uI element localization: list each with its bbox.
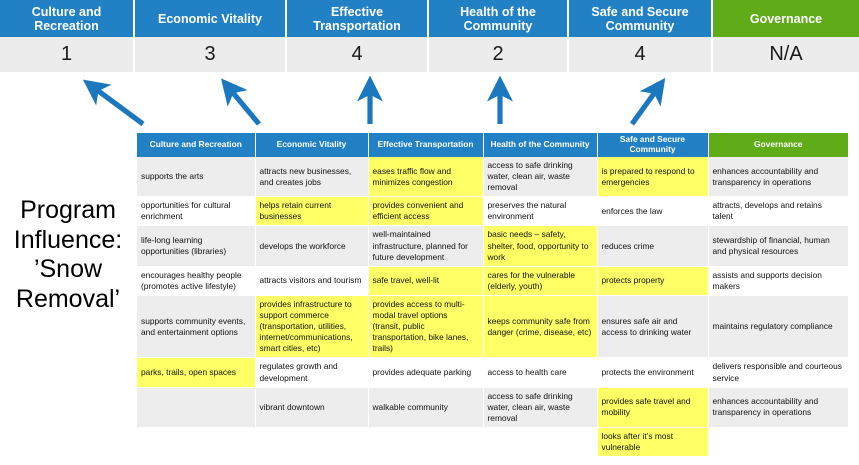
- matrix-cell: encourages healthy people (promotes acti…: [137, 266, 256, 296]
- scorecard-value-safe-and-secure-community: 4: [569, 37, 713, 72]
- matrix-cell: well-maintained infrastructure, planned …: [368, 225, 484, 267]
- table-row: life-long learning opportunities (librar…: [137, 225, 848, 267]
- scorecard-value-row: 1 3 4 2 4 N/A: [0, 37, 859, 72]
- scorecard-header-culture-and-recreation[interactable]: Culture and Recreation: [0, 0, 135, 37]
- matrix-cell: maintains regulatory compliance: [708, 295, 848, 359]
- matrix-cell: walkable community: [368, 387, 484, 428]
- matrix-cell: opportunities for cultural enrichment: [137, 196, 256, 227]
- matrix-cell: eases traffic flow and minimizes congest…: [368, 157, 484, 198]
- matrix-cell: vibrant downtown: [255, 387, 369, 428]
- arrow-up-left-1: [82, 79, 145, 127]
- matrix-cell: protects the environment: [597, 357, 709, 388]
- matrix-cell: [368, 427, 484, 458]
- matrix-cell: enhances accountability and transparency…: [708, 157, 848, 198]
- scorecard-value-governance: N/A: [713, 37, 859, 72]
- arrow-up-left-2: [221, 78, 261, 126]
- matrix-cell: enhances accountability and transparency…: [708, 387, 848, 428]
- matrix-header-governance[interactable]: Governance: [708, 133, 848, 157]
- matrix-cell: helps retain current businesses: [255, 196, 369, 227]
- matrix-body: supports the arts attracts new businesses…: [137, 157, 848, 458]
- matrix-cell: is prepared to respond to emergencies: [597, 157, 709, 198]
- matrix-cell: regulates growth and development: [255, 357, 369, 388]
- matrix-cell: attracts new businesses, and creates job…: [255, 157, 369, 198]
- matrix-cell: provides safe travel and mobility: [597, 387, 709, 428]
- matrix-cell: keeps community safe from danger (crime,…: [483, 295, 598, 359]
- matrix-cell: develops the workforce: [255, 225, 369, 267]
- matrix-cell: attracts, develops and retains talent: [708, 196, 848, 227]
- matrix-cell: provides infrastructure to support comme…: [255, 295, 369, 359]
- table-row: supports the arts attracts new businesses…: [137, 157, 848, 198]
- matrix-cell: [137, 427, 256, 458]
- matrix-cell: preserves the natural environment: [483, 196, 598, 227]
- matrix-cell: access to safe drinking water, clean air…: [483, 387, 598, 428]
- table-row: vibrant downtown walkable community access…: [137, 387, 848, 428]
- matrix-cell: supports community events, and entertain…: [137, 295, 256, 359]
- scorecard-header-health-of-the-community[interactable]: Health of the Community: [429, 0, 569, 37]
- caption-line-4: Removal’: [15, 284, 121, 313]
- scorecard-header-row: Culture and Recreation Economic Vitality…: [0, 0, 859, 37]
- matrix-cell: protects property: [597, 266, 709, 296]
- matrix-cell: looks after it’s most vulnerable: [597, 427, 709, 458]
- matrix-cell: delivers responsible and courteous servi…: [708, 357, 848, 388]
- matrix-cell: ensures safe air and access to drinking …: [597, 295, 709, 359]
- matrix-cell: enforces the law: [597, 196, 709, 227]
- matrix-cell: [137, 387, 256, 428]
- arrow-up-right-5: [629, 77, 666, 126]
- matrix-cell: [483, 427, 598, 458]
- matrix-cell: attracts visitors and tourism: [255, 266, 369, 296]
- matrix-cell: [708, 427, 848, 458]
- caption-line-3: ’Snow: [33, 255, 103, 283]
- scorecard-header-effective-transportation[interactable]: Effective Transportation: [287, 0, 429, 37]
- arrows-layer: [82, 75, 666, 127]
- scorecard-value-effective-transportation: 4: [287, 37, 429, 72]
- program-influence-caption: Program Influence: ’Snow Removal’: [2, 196, 134, 314]
- influence-matrix-table: Culture and Recreation Economic Vitality…: [137, 133, 848, 458]
- table-row: supports community events, and entertain…: [137, 295, 848, 359]
- matrix-cell: provides convenient and efficient access: [368, 196, 484, 227]
- matrix-cell: parks, trails, open spaces: [137, 357, 256, 388]
- matrix-cell: safe travel, well-lit: [368, 266, 484, 296]
- matrix-cell: access to health care: [483, 357, 598, 388]
- scorecard-band: Culture and Recreation Economic Vitality…: [0, 0, 859, 72]
- matrix-cell: provides adequate parking: [368, 357, 484, 388]
- matrix-cell: provides access to multi-modal travel op…: [368, 295, 484, 359]
- matrix-cell: life-long learning opportunities (librar…: [137, 225, 256, 267]
- scorecard-header-governance[interactable]: Governance: [713, 0, 859, 37]
- table-row: looks after it’s most vulnerable: [137, 427, 848, 458]
- table-row: opportunities for cultural enrichment hel…: [137, 196, 848, 227]
- caption-line-1: Program: [20, 196, 116, 224]
- matrix-cell: stewardship of financial, human and phys…: [708, 225, 848, 267]
- scorecard-header-economic-vitality[interactable]: Economic Vitality: [135, 0, 287, 37]
- matrix-header-economic-vitality[interactable]: Economic Vitality: [255, 133, 369, 157]
- matrix-header-effective-transportation[interactable]: Effective Transportation: [368, 133, 484, 157]
- matrix-cell: supports the arts: [137, 157, 256, 198]
- table-row: encourages healthy people (promotes acti…: [137, 266, 848, 296]
- matrix-header-row: Culture and Recreation Economic Vitality…: [137, 133, 848, 157]
- matrix-cell: assists and supports decision makers: [708, 266, 848, 296]
- caption-line-2: Influence:: [13, 225, 123, 254]
- matrix-header-safe-and-secure-community[interactable]: Safe and Secure Community: [597, 133, 709, 157]
- matrix-cell: reduces crime: [597, 225, 709, 267]
- table-row: parks, trails, open spaces regulates grow…: [137, 357, 848, 388]
- matrix-cell: basic needs – safety, shelter, food, opp…: [483, 225, 598, 267]
- matrix-cell: cares for the vulnerable (elderly, youth…: [483, 266, 598, 296]
- matrix-header-culture-and-recreation[interactable]: Culture and Recreation: [137, 133, 256, 157]
- matrix-cell: [255, 427, 369, 458]
- scorecard-value-health-of-the-community: 2: [429, 37, 569, 72]
- scorecard-value-economic-vitality: 3: [135, 37, 287, 72]
- matrix-header-health-of-the-community[interactable]: Health of the Community: [483, 133, 598, 157]
- scorecard-header-safe-and-secure-community[interactable]: Safe and Secure Community: [569, 0, 713, 37]
- scorecard-value-culture-and-recreation: 1: [0, 37, 135, 72]
- matrix-cell: access to safe drinking water, clean air…: [483, 157, 598, 198]
